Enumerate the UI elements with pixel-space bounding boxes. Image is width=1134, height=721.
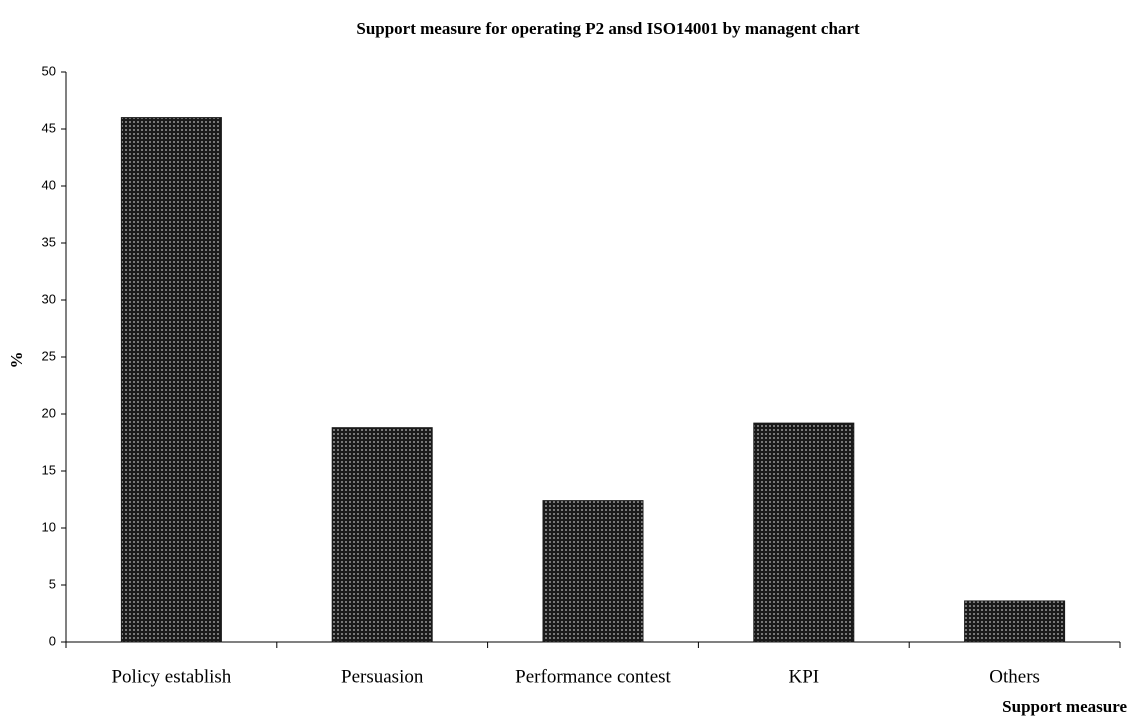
chart-title: Support measure for operating P2 ansd IS… [356,19,860,38]
x-axis-label: Support measure [1002,697,1127,716]
y-tick-label: 0 [49,633,56,648]
x-tick-label: Policy establish [111,666,231,687]
x-tick-label: KPI [788,666,819,687]
bar [331,427,433,643]
y-tick-label: 15 [42,462,56,477]
y-axis-label: % [7,352,26,369]
y-tick-label: 5 [49,576,56,591]
bar [753,422,855,643]
y-tick-label: 20 [42,405,56,420]
y-tick-label: 10 [42,519,56,534]
x-tick-label: Performance contest [515,666,671,687]
bar [120,117,222,643]
x-tick-label: Others [989,666,1040,687]
bar [964,600,1066,643]
y-tick-label: 50 [42,63,56,78]
y-tick-label: 35 [42,234,56,249]
y-tick-label: 45 [42,120,56,135]
y-tick-label: 30 [42,291,56,306]
x-tick-label: Persuasion [341,666,424,687]
y-tick-label: 40 [42,177,56,192]
y-tick-label: 25 [42,348,56,363]
bar [542,500,644,643]
